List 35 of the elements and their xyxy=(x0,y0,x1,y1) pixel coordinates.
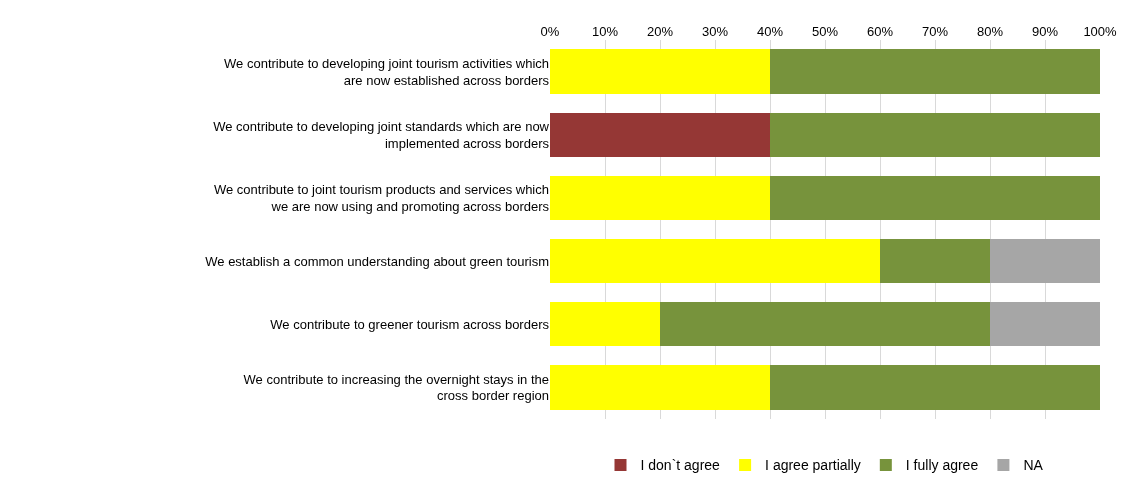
y-tick-label: We contribute to joint tourism products and services which we are now using and promoting across borders xyxy=(213,182,550,214)
bar xyxy=(770,365,1100,410)
bar xyxy=(880,238,990,284)
bar xyxy=(770,49,1100,94)
bar xyxy=(550,238,880,284)
bar xyxy=(550,365,770,410)
bar xyxy=(550,175,770,221)
bar xyxy=(550,112,770,157)
bar xyxy=(990,238,1100,284)
legend-label: I don`t agree xyxy=(640,457,721,474)
y-tick-label: We contribute to developing joint tourism activities which are now established across borders xyxy=(224,55,550,88)
legend-label: NA xyxy=(1023,457,1044,474)
x-tick-label: 30% xyxy=(701,24,729,40)
legend-label: I fully agree xyxy=(905,457,979,474)
bar xyxy=(550,49,770,94)
y-tick-label: We establish a common understanding about green tourism xyxy=(205,253,549,269)
y-tick-label: We contribute to developing joint standards which are now implemented across borders xyxy=(213,118,550,151)
y-tick-label: We contribute to greener tourism across borders xyxy=(270,316,550,332)
x-tick-label: 50% xyxy=(811,24,839,40)
y-tick-label: We contribute to increasing the overnight stays in the cross border region xyxy=(243,371,549,404)
bar xyxy=(990,302,1100,347)
x-tick-label: 80% xyxy=(976,24,1004,40)
bar xyxy=(770,175,1100,221)
x-tick-label: 0% xyxy=(540,24,560,40)
legend-label: I agree partially xyxy=(765,457,861,474)
bar xyxy=(770,112,1100,157)
bar xyxy=(660,302,990,347)
x-tick-label: 20% xyxy=(646,24,674,40)
x-tick-label: 60% xyxy=(866,24,894,40)
x-tick-label: 100% xyxy=(1083,24,1118,40)
x-tick-label: 90% xyxy=(1031,24,1059,40)
bar xyxy=(550,302,660,347)
x-tick-label: 40% xyxy=(756,24,784,40)
x-tick-label: 10% xyxy=(591,24,619,40)
x-tick-label: 70% xyxy=(921,24,949,40)
